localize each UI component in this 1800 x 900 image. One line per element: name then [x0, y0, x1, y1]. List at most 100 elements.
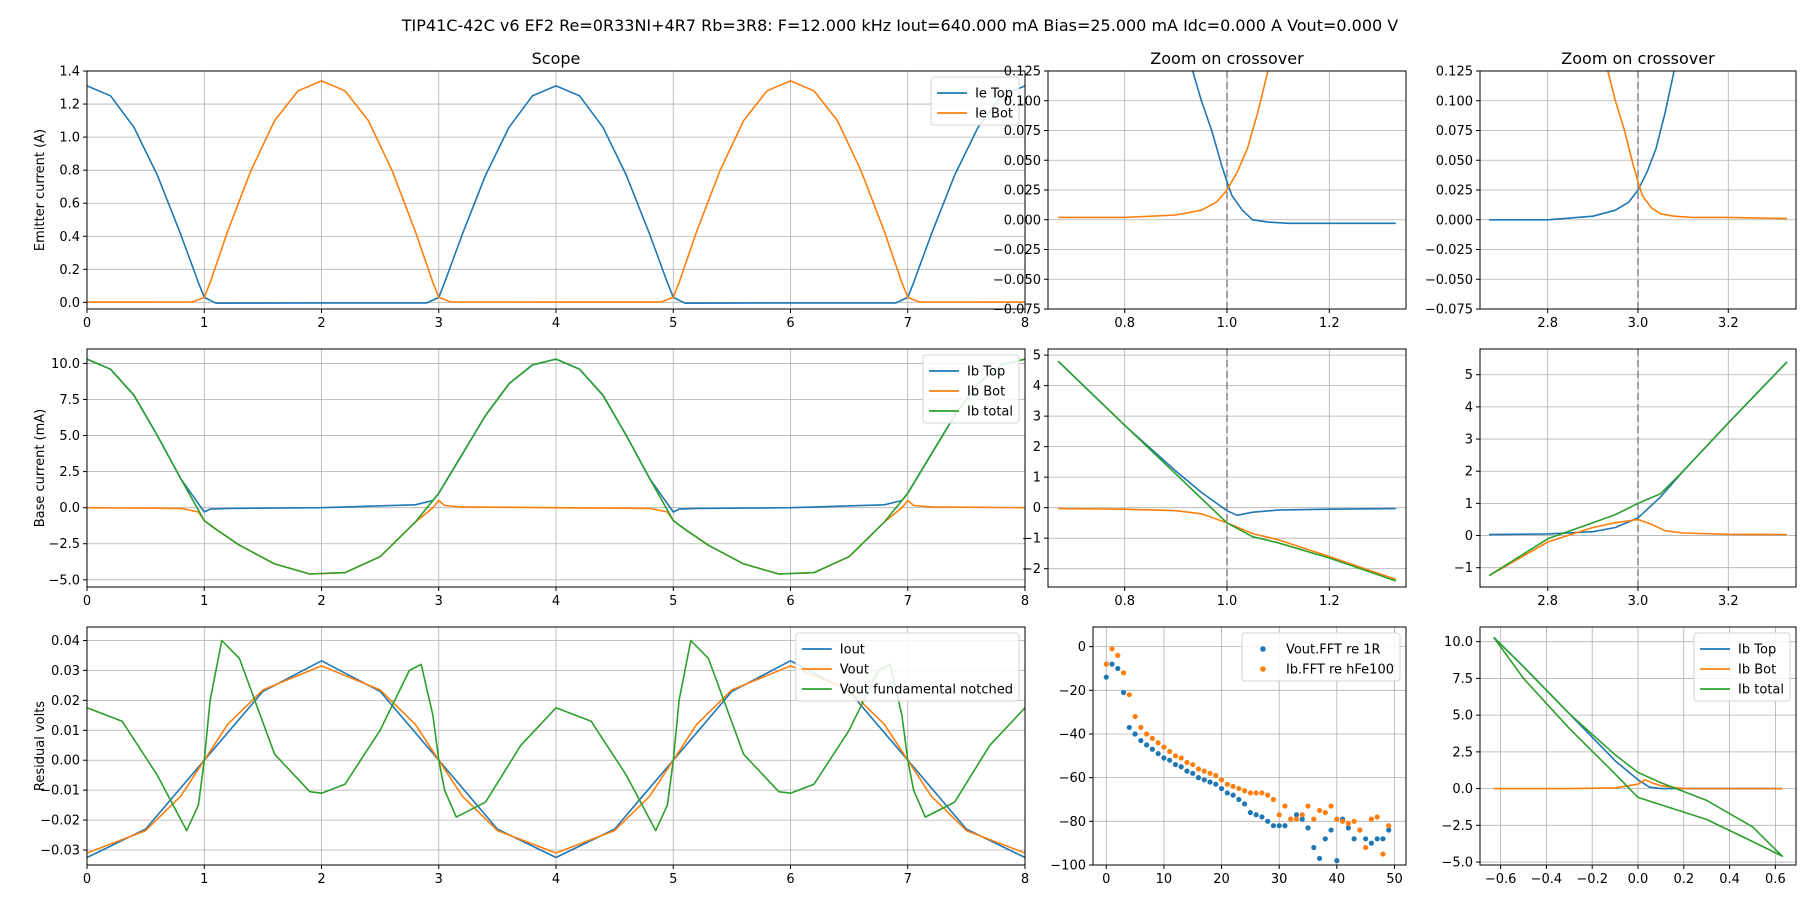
series-line: [1493, 778, 1783, 790]
legend-entry: Ib.FFT re hFe100: [1286, 663, 1394, 678]
y-tick-label: 4: [1465, 400, 1473, 415]
y-tick-label: 0.075: [1004, 124, 1041, 139]
y-tick-label: 0.8: [59, 164, 80, 179]
fft-point: [1120, 689, 1127, 696]
y-tick-label: −0.025: [1425, 243, 1473, 258]
y-tick-label: 1.0: [59, 131, 80, 146]
fft-point: [1184, 759, 1190, 765]
fft-point: [1178, 755, 1184, 761]
axes-title: Zoom on crossover: [1561, 49, 1715, 68]
y-tick-label: 1.2: [59, 98, 80, 113]
axes-frame: [86, 348, 1026, 588]
x-tick-label: −0.6: [1485, 872, 1517, 887]
fft-point: [1207, 770, 1213, 776]
y-tick-label: 0.025: [1436, 184, 1473, 199]
fft-point: [1299, 812, 1305, 818]
x-tick-label: 7: [904, 316, 912, 331]
y-tick-label: 4: [1033, 379, 1041, 394]
base-scope-plot-area: [87, 358, 1025, 575]
fft-point: [1374, 814, 1380, 820]
fft-point: [1334, 816, 1340, 822]
figure-suptitle: TIP41C-42C v6 EF2 Re=0R33NI+4R7 Rb=3R8: …: [401, 16, 1398, 35]
x-tick-label: −0.2: [1576, 872, 1608, 887]
y-tick-label: 5.0: [59, 429, 80, 444]
y-tick-label: −0.03: [40, 844, 80, 859]
axes-frame: [1047, 348, 1407, 588]
y-tick-label: 0.100: [1436, 94, 1473, 109]
emitter-zoom-3-axes: 2.8 3.0 3.2 −0.075 −0.050 −0.025 0.000 0.025 0.0…: [1425, 49, 1797, 331]
base-phase-plot-area: [1493, 636, 1784, 858]
emitter-scope-plot-area: [87, 80, 1025, 305]
x-tick-label: 2: [317, 316, 325, 331]
fft-axes: 0 10 20 30 40 50 −100 −80 −60 −40 −20 0 Vout.FFT re …: [1050, 626, 1407, 887]
y-tick-label: 1: [1033, 471, 1041, 486]
y-tick-label: 0.4: [59, 230, 80, 245]
base-zoom-1-plot-area: [1057, 360, 1397, 582]
y-tick-label: −0.02: [40, 814, 80, 829]
fft-point: [1190, 761, 1196, 768]
x-tick-label: 6: [786, 316, 794, 331]
fft-point: [1259, 814, 1265, 820]
x-tick-label: 10: [1156, 872, 1173, 887]
fft-point: [1172, 761, 1179, 768]
x-tick-label: 20: [1213, 872, 1230, 887]
fft-point: [1288, 816, 1294, 822]
x-tick-label: 2.8: [1537, 316, 1558, 331]
x-tick-label: 1.2: [1319, 594, 1340, 609]
fft-point: [1339, 818, 1346, 824]
fft-point: [1276, 812, 1282, 818]
fft-point: [1126, 692, 1132, 698]
series-line: [87, 80, 1025, 303]
x-tick-label: 5: [669, 594, 677, 609]
fft-point: [1144, 742, 1150, 748]
fft-point: [1236, 796, 1242, 803]
y-tick-label: 10.0: [1444, 635, 1473, 650]
y-tick-label: 3: [1465, 433, 1473, 448]
fft-point: [1345, 820, 1351, 827]
x-tick-label: 2: [317, 594, 325, 609]
base-zoom-1-axes: 0.8 1.0 1.2 −2 −1 0 1 2 3 4 5: [1022, 348, 1407, 609]
fft-point: [1167, 748, 1173, 755]
fft-point: [1224, 781, 1230, 787]
y-tick-label: −20: [1059, 684, 1086, 699]
y-tick-label: 0.01: [51, 724, 80, 739]
series-line: [87, 358, 1025, 575]
legend-marker: [1260, 666, 1266, 672]
y-tick-label: −2: [1022, 562, 1041, 577]
axes-title: Zoom on crossover: [1150, 49, 1304, 68]
fft-point: [1299, 816, 1305, 822]
y-tick-label: 3: [1033, 410, 1041, 425]
y-tick-label: 0: [1465, 529, 1473, 544]
y-tick-label: 0.6: [59, 197, 80, 212]
fft-plot-area: [1103, 646, 1392, 864]
fft-point: [1242, 801, 1248, 807]
y-tick-label: 5: [1033, 349, 1041, 364]
x-tick-label: 4: [552, 594, 560, 609]
x-tick-label: 1.2: [1319, 316, 1340, 331]
y-tick-label: 0.0: [59, 296, 80, 311]
x-tick-label: 0: [83, 872, 91, 887]
fft-point: [1190, 770, 1196, 776]
y-tick-label: 2: [1465, 465, 1473, 480]
fft-point: [1103, 661, 1109, 667]
x-tick-label: 40: [1329, 872, 1346, 887]
axes-frame: [1479, 626, 1797, 866]
x-tick-label: 1: [200, 316, 208, 331]
legend-entry: Ib Bot: [1738, 663, 1776, 678]
fft-point: [1218, 777, 1225, 783]
legend: Ib Top Ib Bot Ib total: [1693, 632, 1791, 702]
fft-point: [1345, 825, 1351, 831]
y-tick-label: −2.5: [1441, 819, 1473, 834]
y-tick-label: 0.02: [51, 694, 80, 709]
x-tick-label: −0.4: [1531, 872, 1563, 887]
legend-entry: Vout: [840, 663, 869, 678]
x-tick-label: 4: [552, 316, 560, 331]
fft-point: [1363, 836, 1369, 842]
legend-entry: Ib Top: [1738, 643, 1776, 658]
fft-point: [1322, 836, 1328, 842]
y-tick-label: −0.01: [40, 784, 80, 799]
x-tick-label: 8: [1021, 316, 1029, 331]
axes-title: Scope: [532, 49, 581, 68]
legend-entry: Ie Top: [975, 87, 1013, 102]
